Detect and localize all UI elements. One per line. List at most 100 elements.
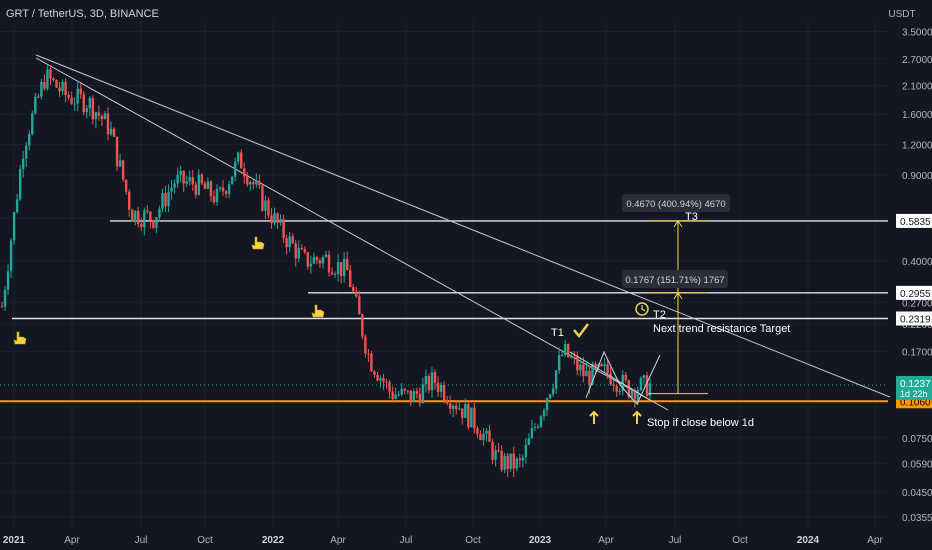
candle	[648, 377, 652, 400]
candle	[515, 456, 518, 472]
level-price-label: 0.2955	[900, 289, 931, 300]
candle	[58, 81, 61, 97]
candle-body	[137, 210, 140, 224]
candle-body	[585, 370, 588, 377]
time-tick-label: Apr	[64, 535, 80, 546]
drawings: 0.4670 (400.94%) 4670 0.1767 (151.71%) 17…	[13, 194, 790, 429]
candle-body	[215, 188, 219, 203]
candle	[600, 362, 603, 368]
candle	[485, 427, 488, 442]
candle	[324, 250, 328, 258]
up-arrow-icon	[589, 410, 599, 424]
candle	[476, 426, 479, 439]
candle-body	[361, 314, 364, 337]
candle-body	[327, 254, 331, 273]
candle-body	[255, 181, 258, 185]
candle	[309, 255, 313, 274]
candle-body	[573, 356, 576, 358]
candle	[12, 211, 16, 245]
candle	[291, 233, 294, 245]
candle	[194, 181, 197, 199]
time-tick-label: Oct	[465, 535, 481, 546]
candle	[582, 357, 585, 383]
candle-body	[252, 182, 255, 185]
candle	[327, 250, 331, 277]
candle	[418, 387, 422, 407]
candle-body	[367, 353, 370, 355]
candle	[103, 111, 107, 120]
candle-body	[197, 174, 201, 195]
candle	[400, 383, 403, 397]
candle	[158, 205, 161, 222]
candle-body	[233, 161, 237, 177]
candle	[603, 357, 606, 374]
candle	[557, 347, 561, 374]
candle-body	[397, 394, 400, 396]
candle-body	[388, 381, 391, 392]
candle	[554, 369, 558, 394]
candle	[585, 362, 588, 377]
candle	[240, 149, 243, 169]
candle	[436, 376, 440, 397]
candle-body	[430, 372, 434, 391]
candle	[82, 91, 85, 116]
candle-body	[227, 184, 231, 194]
candle	[367, 348, 370, 363]
candle-body	[230, 176, 234, 185]
candle-body	[282, 219, 285, 239]
candle-body	[243, 168, 246, 177]
measure-box	[622, 194, 730, 212]
candle	[494, 445, 497, 467]
candle-body	[633, 390, 637, 400]
candle	[167, 184, 170, 213]
clock-hands	[641, 305, 646, 312]
candle-body	[306, 252, 310, 267]
candle-body	[285, 238, 288, 248]
candle	[227, 180, 231, 199]
candle-body	[352, 286, 355, 292]
candle-body	[179, 170, 182, 175]
candle-body	[152, 220, 155, 228]
candle-body	[188, 177, 191, 182]
candle-body	[258, 181, 261, 186]
candle	[579, 357, 582, 377]
candle-body	[485, 430, 488, 434]
candle	[576, 351, 579, 376]
candle-body	[100, 115, 104, 120]
candle-body	[424, 375, 428, 385]
candle	[548, 393, 552, 400]
price-tick-label: 0.0590	[902, 459, 932, 470]
candle-body	[15, 199, 19, 213]
candle-body	[394, 394, 397, 399]
candle	[100, 114, 104, 127]
candle-body	[370, 353, 373, 372]
candle	[15, 193, 19, 214]
candle	[288, 232, 291, 252]
candle-body	[406, 390, 409, 392]
candle-body	[442, 385, 446, 401]
candle	[479, 430, 482, 441]
candle	[115, 136, 119, 171]
candle	[518, 453, 521, 468]
annotation-t3: T3	[685, 211, 698, 223]
candle	[185, 175, 188, 187]
candle-body	[34, 96, 37, 114]
candle	[85, 104, 88, 119]
candle	[127, 189, 131, 217]
candle	[406, 389, 409, 394]
time-tick-label: Apr	[867, 535, 883, 546]
candle	[270, 208, 273, 229]
candle	[524, 438, 528, 464]
candle-body	[279, 219, 282, 223]
candle-body	[106, 113, 110, 135]
candle-body	[167, 191, 170, 207]
candle	[209, 179, 213, 203]
candle-body	[421, 384, 425, 404]
candle	[146, 205, 149, 214]
candle	[560, 349, 564, 357]
candle	[339, 262, 343, 284]
price-tick-label: 0.2200	[902, 320, 932, 331]
candle	[34, 92, 37, 116]
